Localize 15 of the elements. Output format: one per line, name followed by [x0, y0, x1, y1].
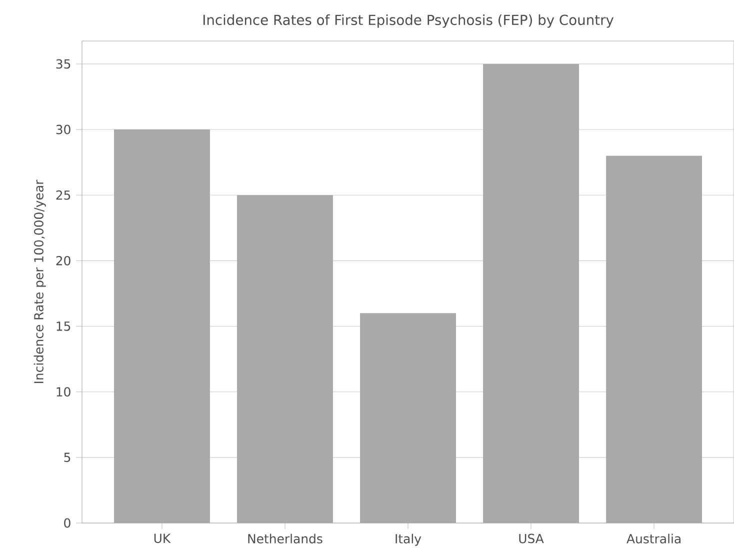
y-tick-label: 0	[64, 518, 70, 528]
y-tick-label: 20	[56, 256, 70, 266]
y-tick-label: 5	[64, 452, 70, 462]
x-tick-label: UK	[154, 534, 171, 544]
y-tick-label: 35	[56, 59, 70, 69]
y-tick-label: 30	[56, 124, 70, 134]
y-axis-title: Incidence Rate per 100,000/year	[34, 180, 46, 383]
y-tick-label: 10	[56, 387, 70, 397]
x-tick-label: USA	[519, 534, 544, 544]
y-tick-label: 15	[56, 322, 70, 331]
x-tick-label: Italy	[396, 534, 422, 546]
y-tick-label: 25	[56, 190, 70, 200]
x-tick-label: Netherlands	[248, 534, 322, 544]
x-tick-label: Australia	[626, 534, 680, 544]
chart-title: Incidence Rates of First Episode Psychosis (FEP) by Country	[203, 14, 614, 28]
